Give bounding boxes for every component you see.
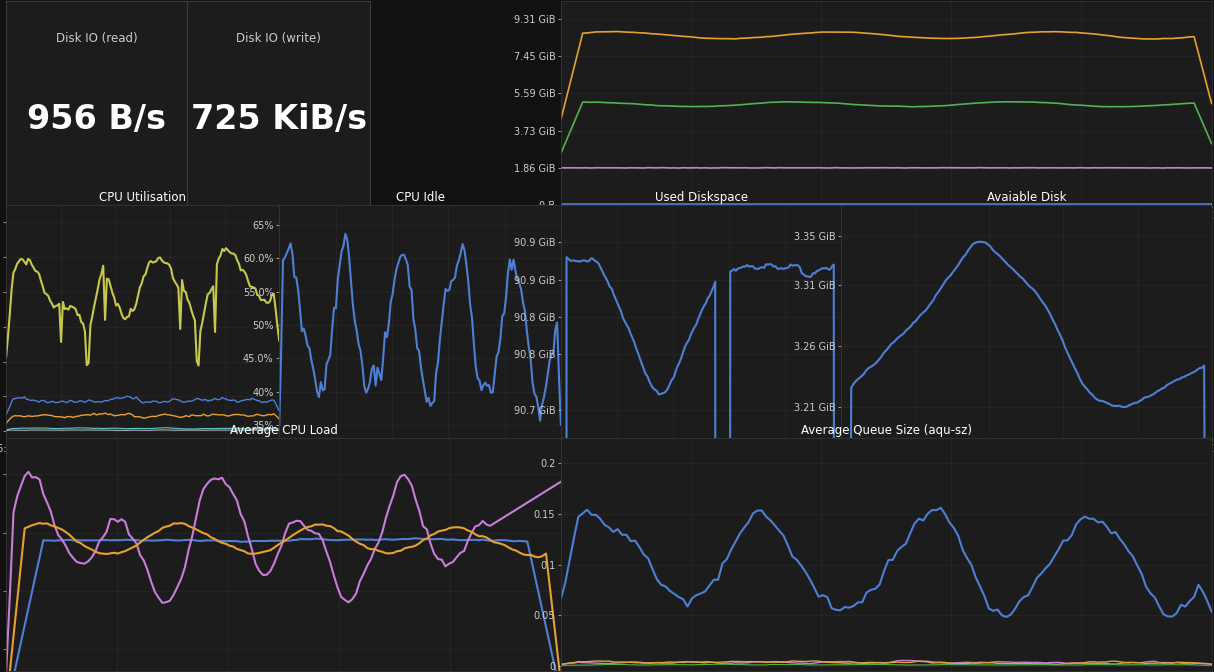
Legend: interrupt, nice, softirq, steal, system, user, wait: interrupt, nice, softirq, steal, system,… bbox=[27, 508, 259, 538]
Title: Average Queue Size (aqu-sz): Average Queue Size (aqu-sz) bbox=[801, 424, 971, 437]
Title: Used Diskspace: Used Diskspace bbox=[654, 191, 748, 204]
Legend: buffered, cached, free, used: buffered, cached, free, used bbox=[766, 247, 1006, 264]
Legend: idle: idle bbox=[396, 485, 444, 503]
Legend: /dev/sda1, /dev/sda1, /dev/sda1: /dev/sda1, /dev/sda1, /dev/sda1 bbox=[600, 503, 802, 519]
Legend: /dev/sda1, /dev/sda1, /dev/sda1: /dev/sda1, /dev/sda1, /dev/sda1 bbox=[925, 503, 1128, 519]
Text: 725 KiB/s: 725 KiB/s bbox=[191, 103, 367, 136]
Title: CPU Idle: CPU Idle bbox=[396, 191, 444, 204]
Text: Disk IO (read): Disk IO (read) bbox=[56, 32, 137, 45]
Text: Disk IO (write): Disk IO (write) bbox=[237, 32, 320, 45]
Title: Avaiable Disk: Avaiable Disk bbox=[987, 191, 1066, 204]
Text: 956 B/s: 956 B/s bbox=[27, 103, 166, 136]
Title: Average CPU Load: Average CPU Load bbox=[229, 424, 337, 437]
Title: CPU Utilisation: CPU Utilisation bbox=[100, 191, 186, 204]
